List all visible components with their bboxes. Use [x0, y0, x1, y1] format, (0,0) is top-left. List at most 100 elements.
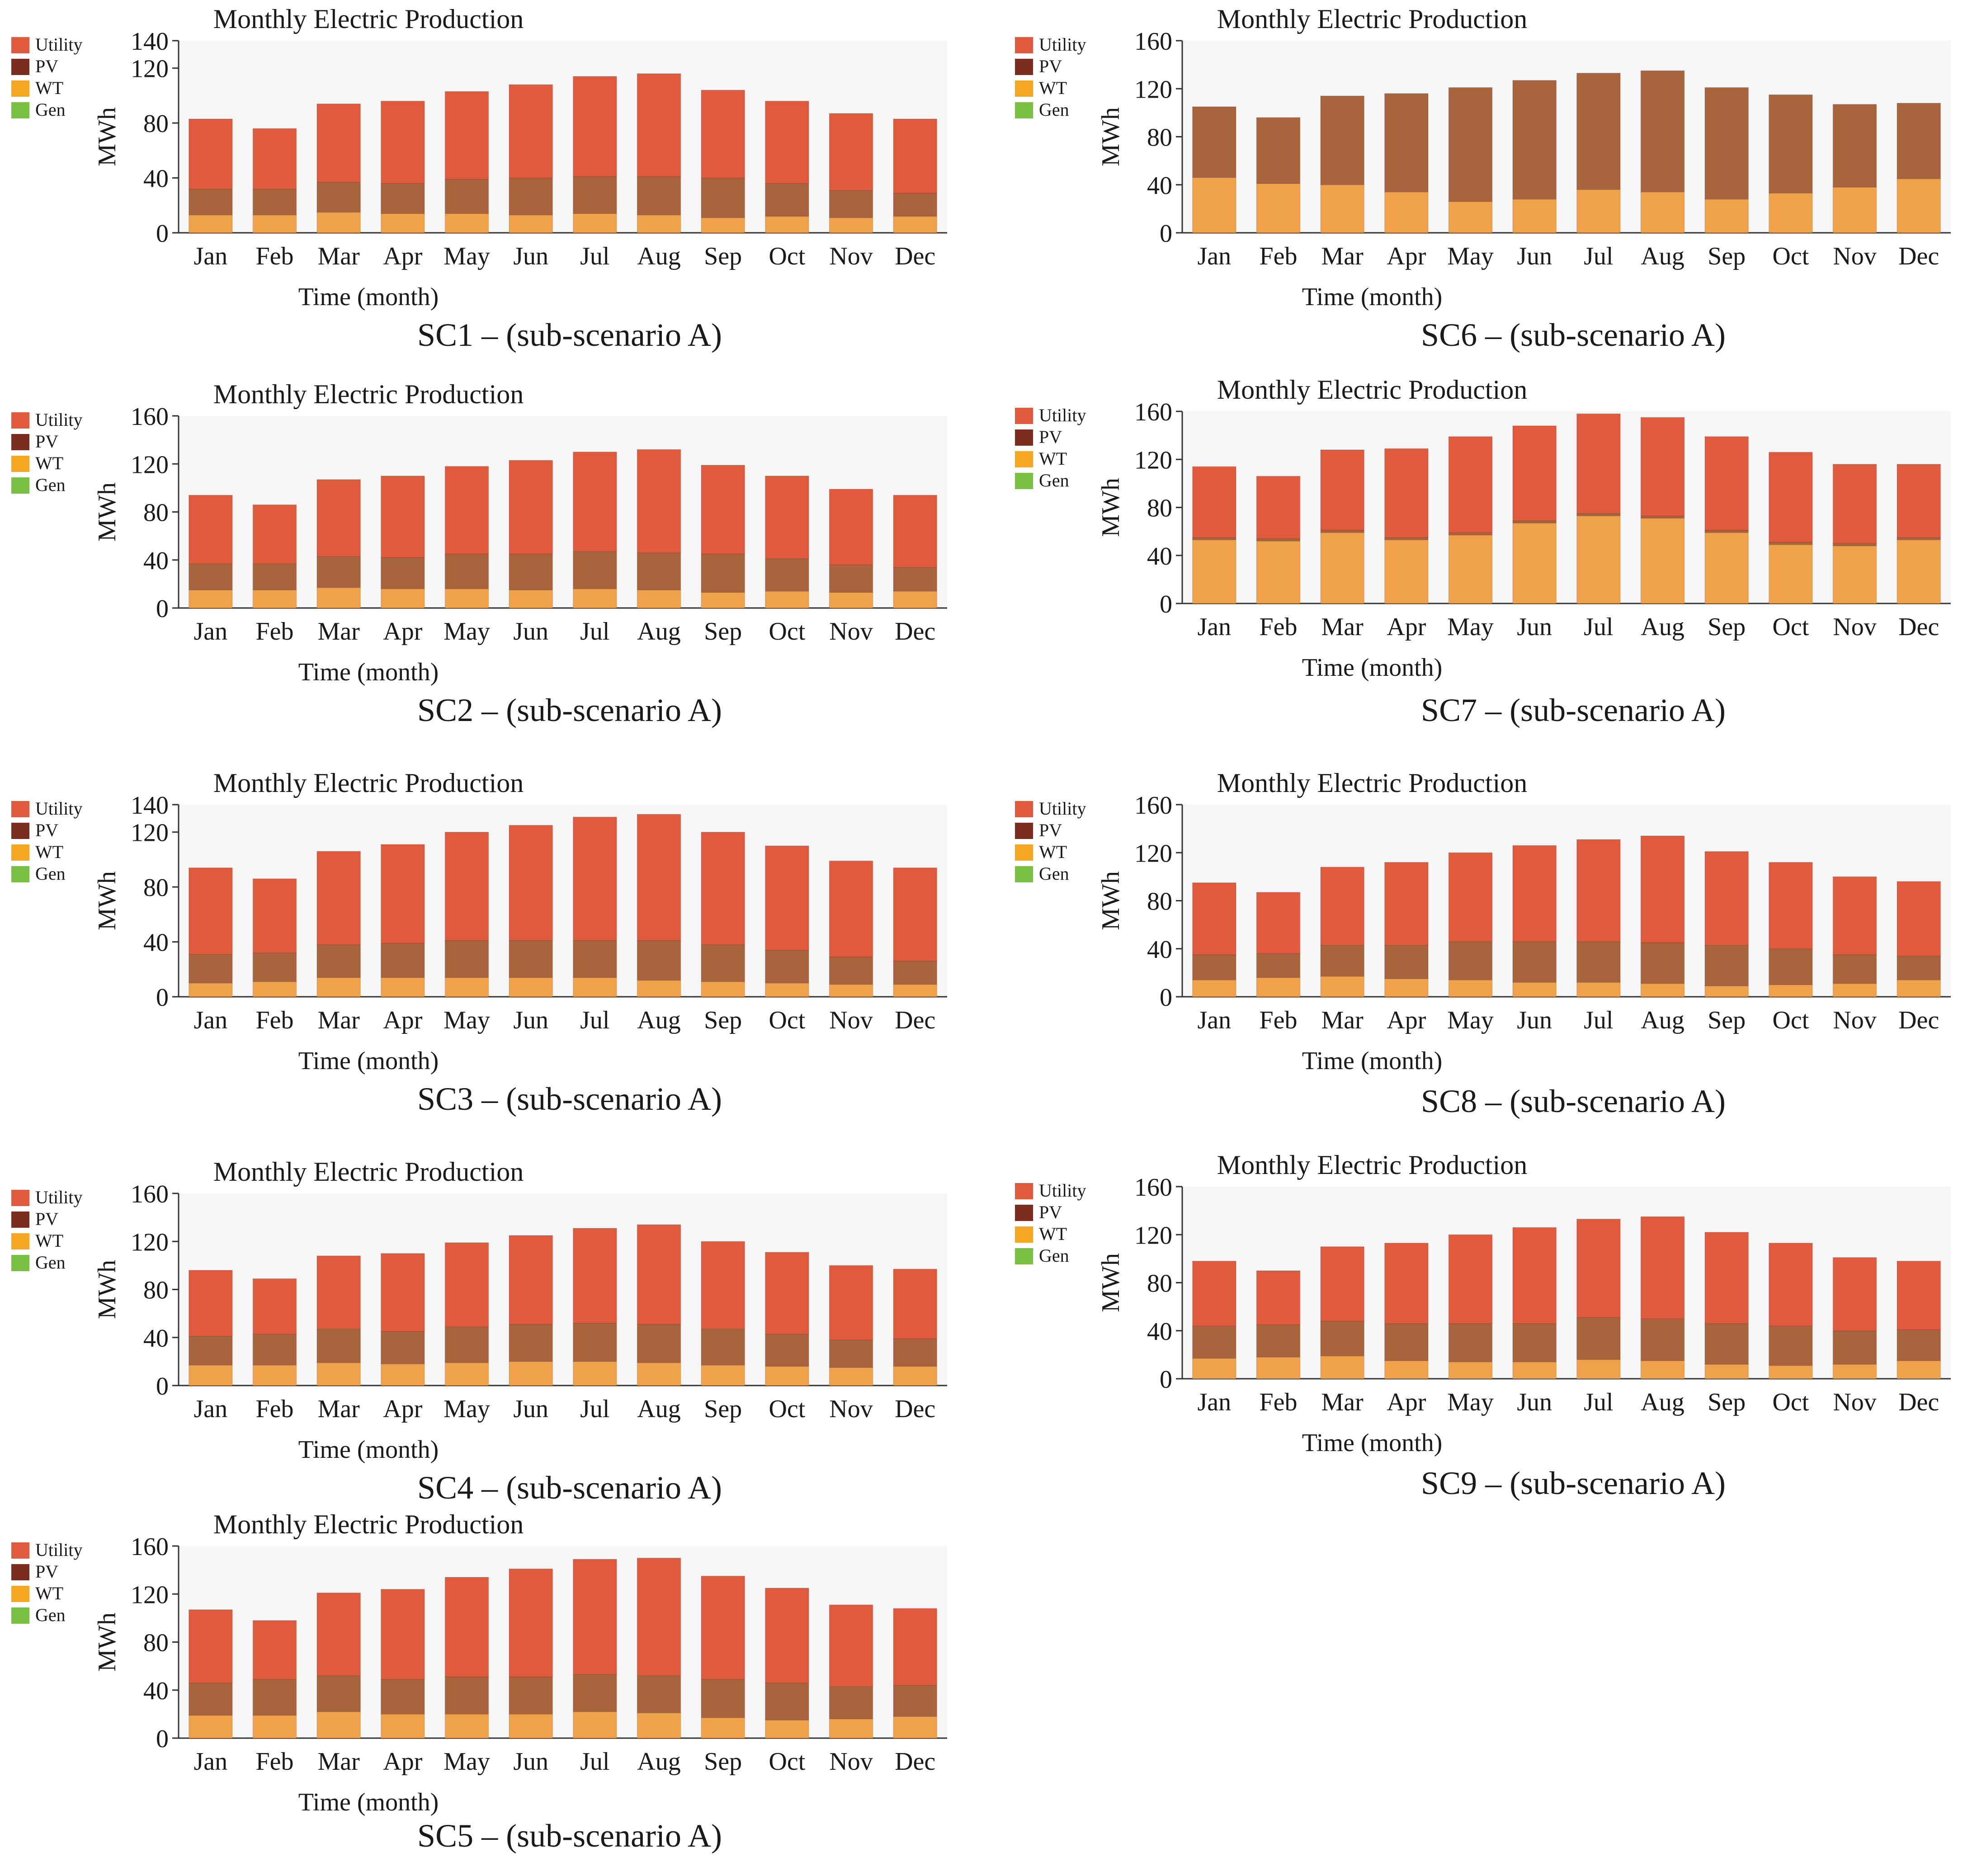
y-tick-label: 0: [156, 984, 169, 1012]
panel-sc7: Monthly Electric Production Utility PV WT Ge…: [1004, 371, 1963, 741]
x-axis-label: Time (month): [298, 1047, 439, 1075]
bar-wt-aug: [1640, 1360, 1685, 1379]
bar-pv-sep: [701, 944, 746, 982]
y-tick-label: 160: [131, 1533, 169, 1561]
bar-utility-jan: [188, 1609, 233, 1683]
y-tick-label: 0: [1160, 984, 1172, 1012]
x-axis-label: Time (month): [1302, 1047, 1443, 1075]
y-axis-label: MWh: [93, 1612, 121, 1672]
bar-wt-jun: [509, 1361, 553, 1386]
bar-utility-feb: [252, 1278, 297, 1334]
y-tick-label: 160: [1134, 792, 1172, 820]
bar-wt-aug: [637, 980, 681, 997]
legend-label-utility: Utility: [35, 34, 82, 55]
y-tick-label: 160: [1134, 28, 1172, 56]
bar-wt-jan: [1192, 177, 1236, 233]
chart-title: Monthly Electric Production: [213, 1509, 524, 1539]
bar-utility-mar: [316, 851, 361, 945]
bar-utility-sep: [701, 90, 746, 179]
legend-label-wt: WT: [1039, 842, 1067, 862]
bar-pv-mar: [316, 181, 361, 213]
panel-sc6: Monthly Electric Production Utility PV WT Ge…: [1004, 0, 1963, 371]
bar-utility-jan: [1192, 882, 1236, 955]
y-tick-label: 120: [131, 55, 169, 83]
bar-pv-jun: [1512, 520, 1557, 523]
bar-pv-jan: [1192, 537, 1236, 540]
y-tick-label: 80: [1147, 124, 1172, 152]
bar-utility-oct: [764, 1588, 809, 1683]
legend-swatch-utility: [11, 1190, 29, 1206]
y-tick-label: 120: [1134, 1221, 1172, 1249]
bar-utility-dec: [1897, 881, 1941, 957]
x-tick-label: Oct: [769, 617, 805, 646]
x-tick-label: Apr: [383, 1748, 422, 1776]
bar-wt-jun: [1512, 198, 1557, 233]
x-tick-label: Aug: [1641, 1388, 1684, 1416]
bar-utility-feb: [252, 128, 297, 189]
bar-utility-oct: [764, 476, 809, 559]
x-tick-label: Oct: [1772, 242, 1809, 270]
bar-utility-jan: [188, 867, 233, 955]
bar-wt-nov: [1832, 545, 1877, 604]
x-tick-label: Dec: [1898, 1006, 1939, 1034]
bar-wt-apr: [1384, 1360, 1429, 1379]
y-tick-label: 40: [143, 929, 169, 957]
x-tick-label: Oct: [769, 1748, 805, 1776]
bar-utility-sep: [701, 831, 746, 945]
legend-swatch-utility: [1015, 801, 1033, 817]
legend-label-wt: WT: [1039, 448, 1067, 469]
y-tick-label: 40: [143, 165, 169, 193]
x-tick-label: Apr: [383, 242, 422, 270]
bar-pv-may: [1448, 532, 1493, 536]
bar-pv-may: [444, 553, 489, 589]
legend-label-gen: Gen: [1039, 863, 1069, 884]
x-tick-label: Aug: [637, 1748, 680, 1776]
bar-wt-may: [1448, 534, 1493, 604]
bar-utility-may: [1448, 852, 1493, 942]
x-tick-label: Aug: [637, 1395, 680, 1423]
bar-wt-feb: [252, 214, 297, 233]
panel-sc8: Monthly Electric Production Utility PV WT Ge…: [1004, 764, 1963, 1135]
x-tick-label: Sep: [704, 1006, 742, 1034]
y-tick-label: 0: [156, 595, 169, 623]
legend-swatch-pv: [11, 434, 29, 450]
x-tick-label: Feb: [1260, 1006, 1298, 1034]
bar-utility-dec: [1897, 464, 1941, 538]
bar-pv-apr: [1384, 93, 1429, 193]
legend-swatch-pv: [1015, 1205, 1033, 1221]
bar-pv-jun: [1512, 80, 1557, 200]
x-tick-label: Aug: [1641, 1006, 1684, 1034]
y-tick-label: 80: [143, 1277, 169, 1305]
bar-utility-mar: [1320, 449, 1365, 531]
y-tick-label: 80: [143, 874, 169, 902]
bar-pv-aug: [637, 1324, 681, 1363]
bar-pv-nov: [829, 1686, 873, 1720]
bar-wt-mar: [1320, 976, 1365, 997]
bar-pv-aug: [637, 940, 681, 981]
bar-utility-feb: [252, 1620, 297, 1680]
bar-utility-oct: [1768, 452, 1813, 543]
panel-sc9: Monthly Electric Production Utility PV WT Ge…: [1004, 1146, 1963, 1517]
legend-swatch-pv: [11, 1211, 29, 1228]
x-tick-label: Mar: [318, 1395, 360, 1423]
bar-pv-jan: [1192, 954, 1236, 980]
bar-wt-oct: [764, 1720, 809, 1739]
bar-wt-jan: [1192, 539, 1236, 604]
bar-pv-jan: [188, 563, 233, 590]
bar-wt-aug: [1640, 983, 1685, 997]
chart-sc2: Monthly Electric Production UtilityPVWTGe…: [11, 379, 947, 686]
x-tick-label: Apr: [1387, 613, 1426, 641]
bar-wt-jun: [1512, 523, 1557, 604]
x-tick-label: Feb: [256, 1006, 294, 1034]
legend-swatch-wt: [11, 844, 29, 861]
y-tick-label: 0: [156, 1372, 169, 1400]
bar-utility-aug: [1640, 1216, 1685, 1319]
bar-pv-apr: [380, 1331, 425, 1364]
bar-wt-aug: [1640, 518, 1685, 604]
bar-utility-dec: [893, 495, 938, 568]
x-tick-label: May: [1447, 613, 1494, 641]
bar-pv-mar: [316, 1329, 361, 1363]
y-axis-label: MWh: [1097, 478, 1125, 537]
bar-pv-feb: [1256, 538, 1301, 542]
bar-utility-jul: [1576, 413, 1621, 514]
